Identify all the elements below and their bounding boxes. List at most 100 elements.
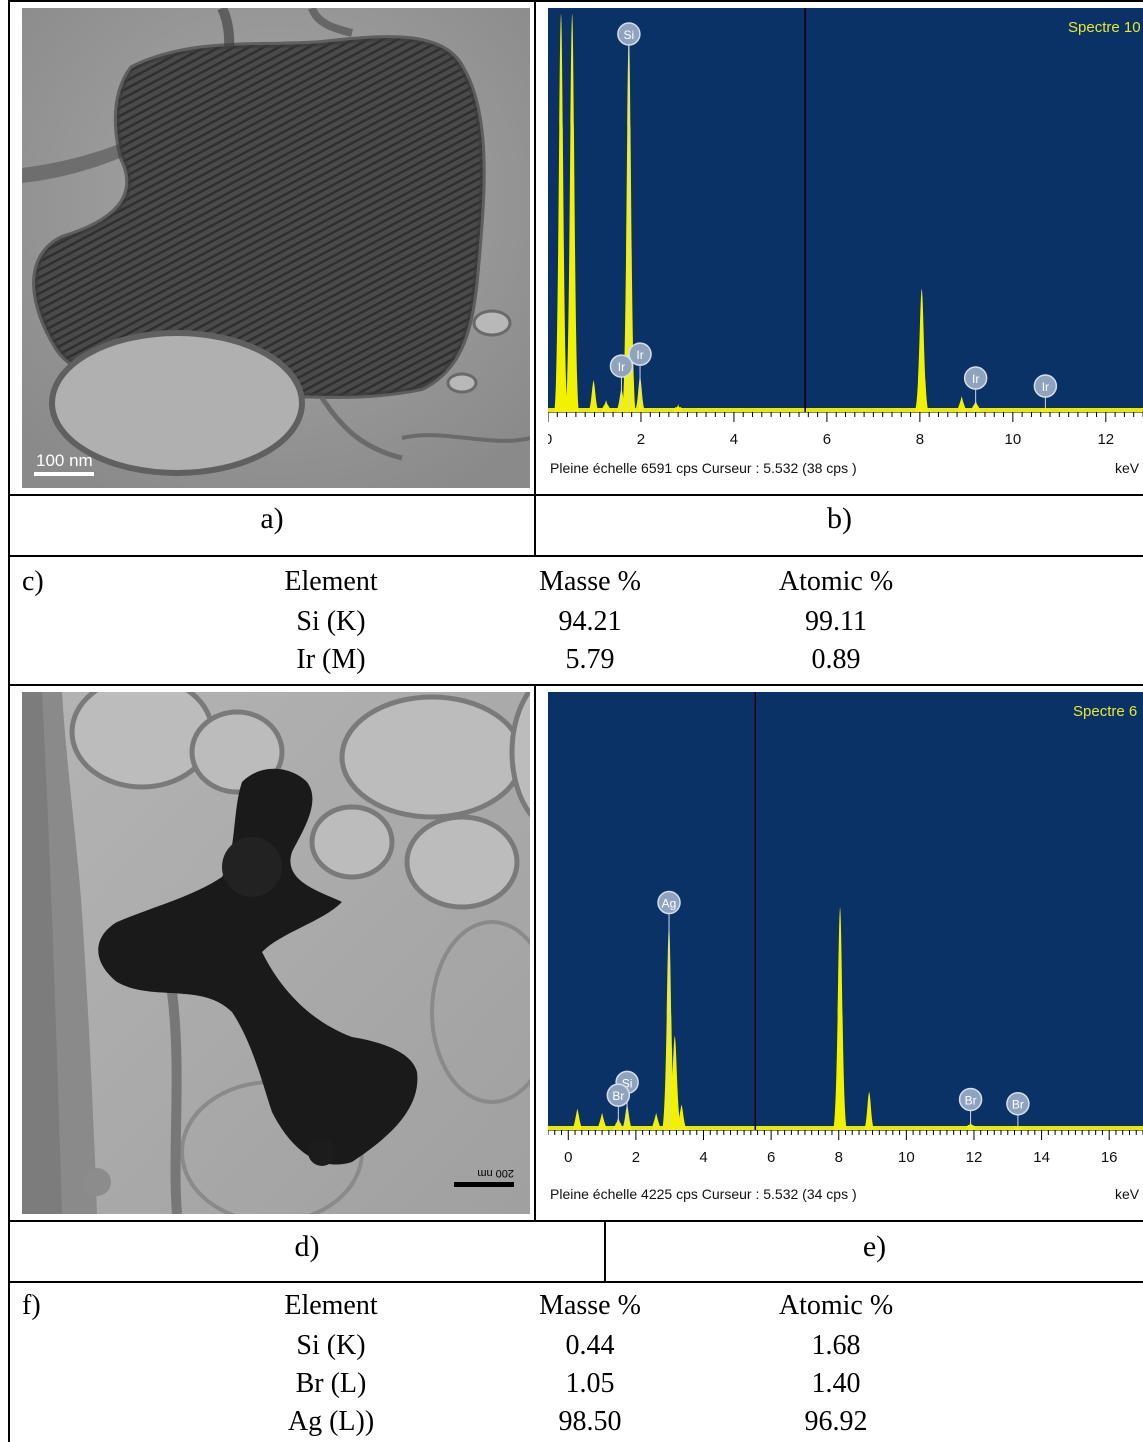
spectrum-peak	[597, 1112, 608, 1130]
peak-marker-label: Ir	[636, 348, 643, 362]
spectrum-peak	[864, 1091, 875, 1130]
panel-d-label: d)	[294, 1230, 320, 1263]
peak-marker-br	[958, 1087, 983, 1112]
spectrum-peak	[588, 380, 599, 412]
panel-c-label: c)	[22, 566, 44, 597]
table-cell: 1.68	[811, 1330, 861, 1361]
table-cell: 0.44	[565, 1330, 615, 1361]
x-tick-label: 6	[767, 1149, 775, 1166]
table-border-top	[8, 0, 1143, 2]
peak-marker-label: Ir	[1042, 380, 1049, 394]
x-tick-label: 8	[916, 431, 924, 448]
peak-marker-label: Br	[612, 1089, 624, 1103]
panel-c-header-element: Element	[284, 566, 378, 597]
table-border-left	[8, 0, 10, 1442]
peak-marker-br	[1006, 1091, 1030, 1116]
eds-spectrum-b: Spectre 10 0 2 4 6 8 10 12 Si Ir Ir Ir Ir Pleine é…	[548, 8, 1143, 486]
divider-row2	[8, 555, 1143, 557]
spectrum-e-footer: Pleine échelle 4225 cps Curseur : 5.532 …	[550, 1186, 857, 1202]
eds-spectrum-e: Spectre 6 0 2 4 6 8 10 12 14 16 Ag Si Br Br Br Plein…	[548, 692, 1143, 1214]
spectrum-peak	[667, 1035, 682, 1130]
divider-row1	[8, 494, 1143, 496]
spectrum-peak	[914, 288, 929, 412]
scale-bar-d-label: 200 nm	[477, 1167, 514, 1179]
x-tick-label: 6	[823, 431, 831, 448]
x-tick-label: 8	[835, 1149, 843, 1166]
spectrum-b-unit: keV	[1115, 460, 1140, 476]
scale-bar-a-label: 100 nm	[36, 451, 93, 470]
divider-row5	[8, 1281, 1143, 1283]
table-row: Br (L)	[295, 1368, 367, 1399]
divider-ab	[534, 0, 536, 556]
table-cell: 98.50	[558, 1406, 622, 1437]
peak-marker-ir	[628, 342, 652, 366]
tem-image-d: 200 nm	[22, 692, 530, 1214]
spectrum-b-footer: Pleine échelle 6591 cps Curseur : 5.532 …	[550, 460, 857, 476]
spectrum-peak	[676, 1104, 687, 1130]
peak-marker-label: Si	[624, 28, 635, 42]
spectrum-peak	[601, 400, 612, 412]
peak-marker-label: Br	[965, 1093, 977, 1107]
panel-e-label: e)	[862, 1230, 887, 1263]
panel-f-header-element: Element	[284, 1290, 378, 1321]
panel-f-label: f)	[22, 1290, 41, 1321]
table-cell: 99.11	[805, 606, 867, 637]
panel-b-label: b)	[827, 502, 852, 535]
spectrum-peak	[956, 396, 967, 412]
spectrum-peak	[554, 14, 569, 412]
peak-marker-label: Si	[622, 1076, 633, 1090]
panel-c-header-atomic: Atomic %	[778, 566, 894, 597]
spectrum-e-unit: keV	[1115, 1186, 1140, 1202]
panel-a-label: a)	[260, 502, 284, 535]
table-cell: 1.40	[811, 1368, 861, 1399]
spectrum-peak	[572, 1108, 583, 1130]
table-row: Ir (M)	[296, 644, 366, 675]
peak-marker-ag	[657, 890, 681, 915]
table-cell: 94.21	[558, 606, 622, 637]
spectrum-peak	[651, 1112, 662, 1130]
peak-marker-label: Br	[1012, 1098, 1024, 1112]
divider-row4	[8, 1220, 1143, 1222]
spectrum-e-title: Spectre 6	[1073, 703, 1137, 720]
table-cell: 1.05	[565, 1368, 615, 1399]
x-tick-label: 10	[898, 1149, 915, 1166]
peak-marker-label: Ir	[972, 372, 979, 386]
panel-c-header-mass: Masse %	[539, 566, 641, 597]
spectrum-peak	[833, 907, 848, 1130]
x-tick-label: 2	[632, 1149, 640, 1166]
peak-marker-ir	[1033, 374, 1058, 398]
peak-marker-label: Ag	[662, 897, 677, 911]
table-cell: 0.89	[811, 644, 861, 675]
x-tick-label: 4	[699, 1149, 707, 1166]
divider-de-labels	[604, 1221, 606, 1282]
divider-row3	[8, 684, 1143, 686]
x-tick-label: 16	[1101, 1149, 1118, 1166]
table-row: Si (K)	[296, 1330, 366, 1361]
peak-marker-ir	[609, 354, 634, 378]
table-cell: 5.79	[565, 644, 615, 675]
table-row: Ag (L))	[287, 1406, 375, 1437]
table-row: Si (K)	[296, 606, 366, 637]
spectrum-peak	[1040, 408, 1051, 412]
x-tick-label: 14	[1033, 1149, 1050, 1166]
spectrum-peak	[1012, 1125, 1023, 1130]
peak-marker-br	[606, 1083, 631, 1107]
spectrum-peak	[565, 14, 580, 412]
spectrum-peak	[673, 404, 684, 412]
tem-image-a: 100 nm	[22, 8, 530, 488]
x-tick-label: 4	[730, 431, 738, 448]
spectrum-baseline	[548, 408, 1143, 412]
panel-f-header-mass: Masse %	[539, 1290, 641, 1321]
panel-f-header-atomic: Atomic %	[778, 1290, 894, 1321]
x-tick-label: 0	[564, 1149, 572, 1166]
x-tick-label: 0	[548, 431, 552, 448]
peak-marker-ir	[963, 366, 988, 390]
x-tick-label: 2	[637, 431, 645, 448]
x-tick-label: 10	[1005, 431, 1022, 448]
peak-marker-si	[617, 22, 641, 46]
x-tick-label: 12	[1097, 431, 1114, 448]
table-cell: 96.92	[804, 1406, 868, 1437]
divider-de	[534, 685, 536, 1221]
peak-marker-label: Ir	[618, 360, 625, 374]
spectrum-b-title: Spectre 10	[1068, 19, 1141, 36]
